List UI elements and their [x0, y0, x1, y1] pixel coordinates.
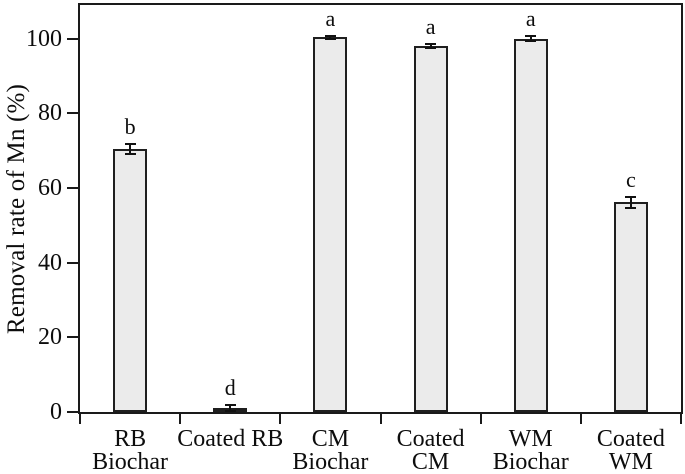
- x-axis-label: CM Biochar: [255, 426, 405, 474]
- error-bar-cap: [425, 43, 437, 46]
- significance-letter: d: [224, 374, 236, 400]
- error-bar: [529, 36, 532, 41]
- x-tick: [680, 414, 682, 424]
- bar: [613, 202, 648, 412]
- x-tick: [179, 414, 182, 424]
- x-axis-label-line: Coated: [596, 426, 665, 452]
- y-tick-label: 100: [26, 25, 62, 52]
- x-tick: [79, 414, 81, 424]
- x-tick: [479, 414, 482, 424]
- significance-letter: c: [626, 166, 636, 192]
- x-axis-label-line: WM: [608, 449, 653, 474]
- error-bar-cap: [625, 206, 637, 209]
- y-tick: [67, 336, 78, 339]
- error-bar-cap: [224, 403, 236, 406]
- y-tick-label: 20: [38, 324, 62, 351]
- y-tick-label: 60: [38, 174, 62, 201]
- x-axis-label-line: CM: [311, 426, 350, 452]
- error-bar-cap: [124, 142, 136, 145]
- error-bar-cap: [124, 152, 136, 155]
- error-bar: [229, 404, 232, 411]
- error-bar-cap: [324, 37, 336, 40]
- x-axis-label-line: Coated RB: [177, 426, 284, 452]
- error-bar: [629, 196, 632, 208]
- x-axis-label: Coated RB: [155, 426, 305, 452]
- bar: [313, 37, 348, 412]
- error-bar-cap: [525, 35, 537, 38]
- plot-frame: [78, 3, 683, 414]
- x-tick: [379, 414, 382, 424]
- significance-letter: a: [525, 6, 536, 32]
- bar: [513, 38, 548, 412]
- error-bar-cap: [224, 409, 236, 412]
- x-axis-label: WM Biochar: [456, 426, 606, 474]
- x-axis-label-line: Biochar: [492, 449, 569, 474]
- x-axis-label: Coated CM: [356, 426, 506, 474]
- error-bar-cap: [425, 46, 437, 49]
- x-axis-label-line: WM: [508, 426, 553, 452]
- y-tick-label: 40: [38, 249, 62, 276]
- x-tick: [579, 414, 582, 424]
- y-tick: [67, 37, 78, 40]
- y-tick: [67, 411, 78, 413]
- x-axis-label: Coated WM: [556, 426, 685, 474]
- bar: [113, 148, 148, 412]
- x-axis-label: RB Biochar: [55, 426, 205, 474]
- x-axis-label-line: Biochar: [292, 449, 369, 474]
- y-tick: [67, 261, 78, 264]
- bar: [413, 46, 448, 412]
- y-tick-label: 80: [38, 100, 62, 127]
- significance-letter: b: [124, 113, 136, 139]
- error-bar-cap: [324, 34, 336, 37]
- error-bar: [429, 44, 432, 48]
- significance-letter: a: [425, 14, 436, 40]
- y-tick: [67, 186, 78, 189]
- x-axis-label-line: Coated: [396, 426, 465, 452]
- y-tick: [67, 112, 78, 115]
- error-bar-cap: [625, 195, 637, 198]
- y-tick-label: 0: [50, 399, 62, 425]
- x-axis-label-line: RB: [114, 426, 147, 452]
- x-axis-label-line: CM: [411, 449, 450, 474]
- error-bar: [329, 35, 332, 39]
- x-axis-label-line: Biochar: [92, 449, 169, 474]
- x-tick: [279, 414, 282, 424]
- error-bar: [129, 143, 132, 154]
- significance-letter: a: [325, 5, 336, 31]
- error-bar-cap: [525, 39, 537, 42]
